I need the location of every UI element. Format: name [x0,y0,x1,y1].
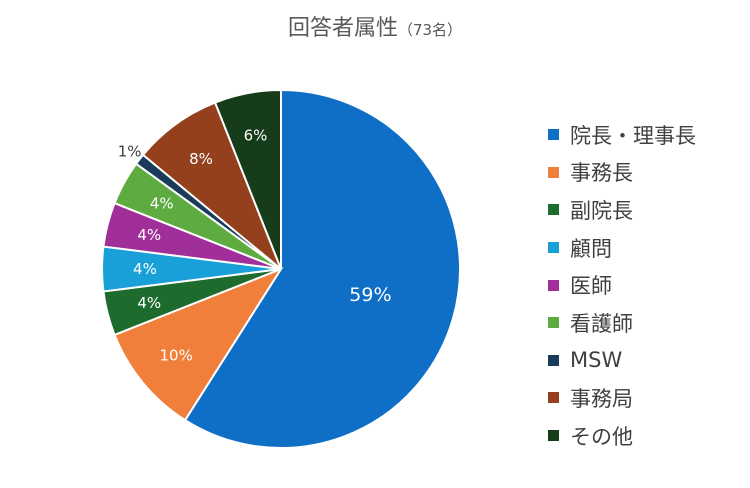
legend-label: 事務局 [570,386,633,411]
pie-slice [213,88,282,270]
legend-label: 顧問 [570,236,612,261]
legend-item: 看護師 [548,304,696,342]
legend-swatch [548,317,559,329]
chart-legend: 院長・理事長 事務長副院長顧問医師看護師 MSW 事務局その他 [548,116,696,454]
pie-slice [113,266,284,422]
pie-slice [183,88,461,449]
data-label: 4% [137,294,161,312]
legend-swatch [548,392,559,404]
legend-item: 顧問 [548,229,696,267]
legend-swatch [548,354,559,366]
legend-swatch [548,242,559,254]
data-label: 1% [118,143,142,161]
legend-item: MSW [548,342,696,380]
legend-item: 事務長 [548,154,696,192]
legend-item: 事務局 [548,379,696,417]
legend-label: 事務長 [570,161,633,186]
pie-slices [101,88,461,449]
legend-label: 副院長 [570,198,633,223]
data-label: 10% [160,347,193,365]
pie-labels: 59% 10% 4% 4% 4% 4% 1% 8% 6% [118,126,392,364]
legend-item: 副院長 [548,191,696,229]
legend-label: 院長・理事長 [570,123,696,148]
chart-title-main: 回答者属性 [287,16,398,41]
data-label: 4% [137,226,161,244]
data-label: 59% [349,284,391,306]
legend-swatch [548,279,559,291]
chart-subtitle: （73名） [397,21,463,39]
legend-label: その他 [570,424,633,449]
legend-label: 医師 [570,274,612,299]
data-label: 6% [244,126,268,144]
legend-swatch [548,129,559,141]
legend-item: その他 [548,417,696,455]
data-label: 4% [133,260,157,278]
chart-title: 回答者属性（73名） [0,10,750,42]
legend-swatch [548,430,559,442]
pie-slice [141,101,282,270]
legend-swatch [548,166,559,178]
legend-item: 院長・理事長 [548,116,696,154]
legend-label: MSW [570,348,623,373]
data-label: 8% [189,150,213,168]
legend-swatch [548,204,559,216]
legend-label: 看護師 [570,311,633,336]
legend-item: 医師 [548,266,696,304]
data-label: 4% [150,194,174,212]
